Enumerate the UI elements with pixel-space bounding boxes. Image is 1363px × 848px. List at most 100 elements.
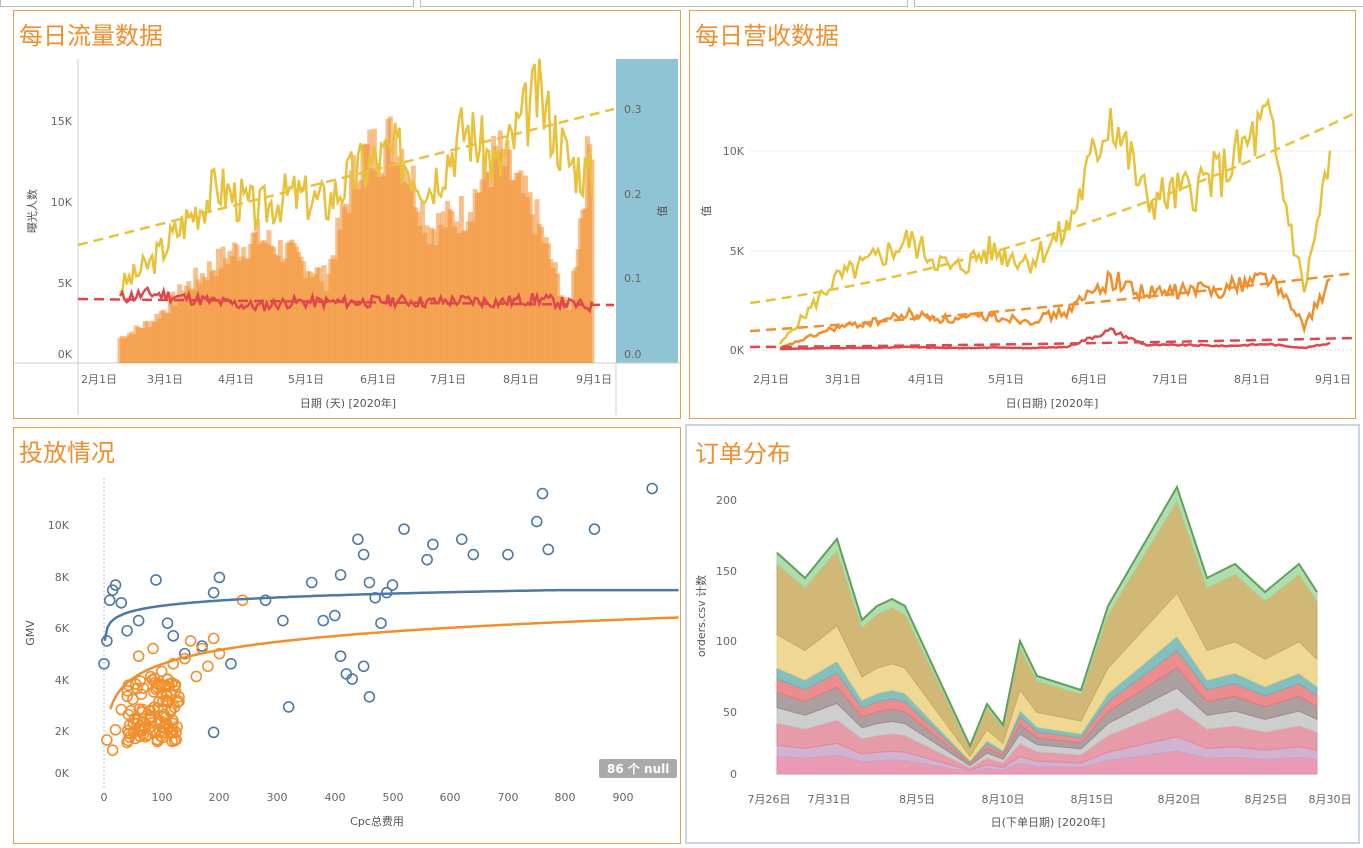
scatter-xtick: 700 bbox=[498, 791, 519, 804]
scatter-point-blue bbox=[427, 538, 439, 551]
revenue-xtick: 9月1日 bbox=[1315, 373, 1351, 386]
scatter-ytick: 6K bbox=[55, 622, 70, 635]
scatter-point-orange bbox=[160, 688, 173, 700]
scatter-panel[interactable]: 投放情况 10K 8K 6K 4K 2K 0K GMV 0 100 200 30… bbox=[13, 427, 681, 844]
scatter-point-blue bbox=[502, 548, 514, 561]
scatter-point-orange bbox=[133, 703, 146, 715]
scatter-chart[interactable]: 10K 8K 6K 4K 2K 0K GMV 0 100 200 300 400… bbox=[14, 428, 680, 843]
scatter-point-blue bbox=[150, 574, 162, 586]
revenue-xtick: 7月1日 bbox=[1152, 373, 1188, 386]
traffic-ytick: 5K bbox=[58, 277, 73, 290]
scatter-point-blue bbox=[103, 594, 116, 607]
scatter-point-blue bbox=[363, 690, 376, 703]
orders-x-label: 日(下单日期) [2020年] bbox=[991, 815, 1106, 829]
traffic-ytick: 15K bbox=[51, 115, 73, 128]
scatter-xtick: 0 bbox=[101, 791, 108, 804]
scatter-trend-blue bbox=[103, 588, 679, 642]
revenue-chart[interactable]: 10K 5K 0K 值 2月1日 3月1日 4月1日 5月1日 6月1日 7月1… bbox=[690, 11, 1355, 418]
scatter-xtick: 500 bbox=[383, 791, 404, 804]
scatter-point-orange bbox=[167, 714, 179, 726]
scatter-trend-orange bbox=[109, 616, 679, 710]
scatter-xtick: 800 bbox=[555, 791, 576, 804]
traffic-panel[interactable]: 每日流量数据 15K 10K 5K 0K 0.3 0.2 0.1 0.0 曝光人… bbox=[13, 10, 681, 419]
scatter-point-blue bbox=[542, 543, 555, 556]
scatter-point-orange bbox=[155, 665, 168, 678]
scatter-point-orange bbox=[161, 673, 174, 686]
scatter-point-orange bbox=[202, 660, 214, 673]
orders-ytick: 100 bbox=[716, 635, 737, 648]
orders-ytick: 50 bbox=[723, 706, 737, 719]
scatter-ytick: 8K bbox=[55, 571, 70, 584]
scatter-point-blue bbox=[305, 576, 318, 589]
orders-top-outline bbox=[776, 484, 1318, 749]
scatter-point-orange bbox=[159, 711, 172, 724]
orders-xtick: 8月5日 bbox=[899, 793, 935, 806]
revenue-xtick: 2月1日 bbox=[753, 373, 789, 386]
revenue-panel[interactable]: 每日营收数据 10K 5K 0K 值 2月1日 3月1日 4月1日 5月1日 6… bbox=[689, 10, 1356, 419]
null-indicator[interactable]: 86 个 null bbox=[599, 759, 678, 778]
scatter-point-blue bbox=[109, 579, 122, 591]
scatter-points-orange bbox=[101, 594, 249, 756]
traffic-ytick: 0K bbox=[58, 348, 73, 361]
revenue-x-label: 日(日期) [2020年] bbox=[1006, 396, 1099, 410]
scatter-point-orange bbox=[213, 647, 226, 660]
scatter-point-orange bbox=[121, 690, 133, 703]
orders-panel[interactable]: 订单分布 200 150 100 50 0 orders.csv 计数 7月26… bbox=[685, 424, 1360, 844]
orders-title: 订单分布 bbox=[695, 440, 791, 468]
scatter-point-blue bbox=[421, 553, 433, 566]
scatter-point-orange bbox=[134, 675, 146, 687]
scatter-point-orange bbox=[109, 724, 122, 736]
scatter-point-orange bbox=[134, 725, 147, 738]
scatter-xtick: 600 bbox=[440, 791, 461, 804]
scatter-point-orange bbox=[190, 670, 203, 683]
scatter-point-blue bbox=[536, 487, 549, 500]
scatter-point-orange bbox=[106, 744, 119, 756]
top-strip-2 bbox=[420, 0, 908, 7]
scatter-point-blue bbox=[277, 614, 289, 627]
scatter-xtick: 200 bbox=[209, 791, 230, 804]
scatter-point-blue bbox=[207, 586, 220, 599]
traffic-xtick: 8月1日 bbox=[503, 373, 539, 386]
traffic-trend-yellow bbox=[77, 107, 615, 247]
scatter-point-blue bbox=[369, 591, 381, 604]
scatter-points-blue bbox=[98, 482, 658, 739]
scatter-point-orange bbox=[124, 704, 137, 717]
scatter-point-blue bbox=[121, 624, 133, 637]
scatter-point-blue bbox=[207, 726, 220, 739]
top-strip-3 bbox=[914, 0, 1363, 7]
scatter-point-blue bbox=[161, 617, 174, 629]
scatter-point-blue bbox=[357, 660, 370, 673]
revenue-trend-yellow bbox=[749, 111, 1355, 305]
scatter-point-blue bbox=[328, 609, 341, 622]
revenue-xtick: 8月1日 bbox=[1234, 373, 1270, 386]
scatter-point-blue bbox=[363, 576, 376, 589]
scatter-point-orange bbox=[127, 693, 139, 706]
traffic-y2tick: 0.2 bbox=[624, 188, 642, 201]
traffic-chart[interactable]: 15K 10K 5K 0K 0.3 0.2 0.1 0.0 曝光人数 值 2月1… bbox=[14, 11, 680, 418]
scatter-point-orange bbox=[184, 635, 197, 647]
scatter-point-blue bbox=[346, 673, 358, 685]
scatter-point-orange bbox=[101, 734, 113, 746]
scatter-point-orange bbox=[127, 717, 140, 729]
scatter-x-label: Cpc总费用 bbox=[350, 814, 404, 828]
scatter-point-blue bbox=[259, 594, 272, 607]
scatter-point-blue bbox=[588, 523, 601, 535]
scatter-point-blue bbox=[646, 482, 658, 495]
scatter-point-orange bbox=[151, 681, 164, 694]
traffic-x-label: 日期 (天) [2020年] bbox=[300, 396, 396, 410]
revenue-ytick: 5K bbox=[730, 245, 745, 258]
orders-xtick: 8月20日 bbox=[1158, 793, 1201, 806]
scatter-point-blue bbox=[334, 569, 347, 581]
traffic-trend-red bbox=[77, 297, 615, 307]
scatter-ytick: 10K bbox=[48, 519, 70, 532]
orders-chart[interactable]: 200 150 100 50 0 orders.csv 计数 7月26日 7月3… bbox=[687, 426, 1358, 842]
revenue-xtick: 5月1日 bbox=[988, 373, 1024, 386]
orders-xtick: 8月25日 bbox=[1245, 793, 1288, 806]
revenue-trend-orange bbox=[749, 271, 1355, 333]
traffic-xtick: 3月1日 bbox=[147, 373, 183, 386]
revenue-line-red bbox=[779, 327, 1331, 351]
scatter-point-blue bbox=[213, 571, 226, 584]
scatter-xtick: 900 bbox=[613, 791, 634, 804]
scatter-ytick: 2K bbox=[55, 725, 70, 738]
traffic-bars bbox=[117, 116, 595, 363]
